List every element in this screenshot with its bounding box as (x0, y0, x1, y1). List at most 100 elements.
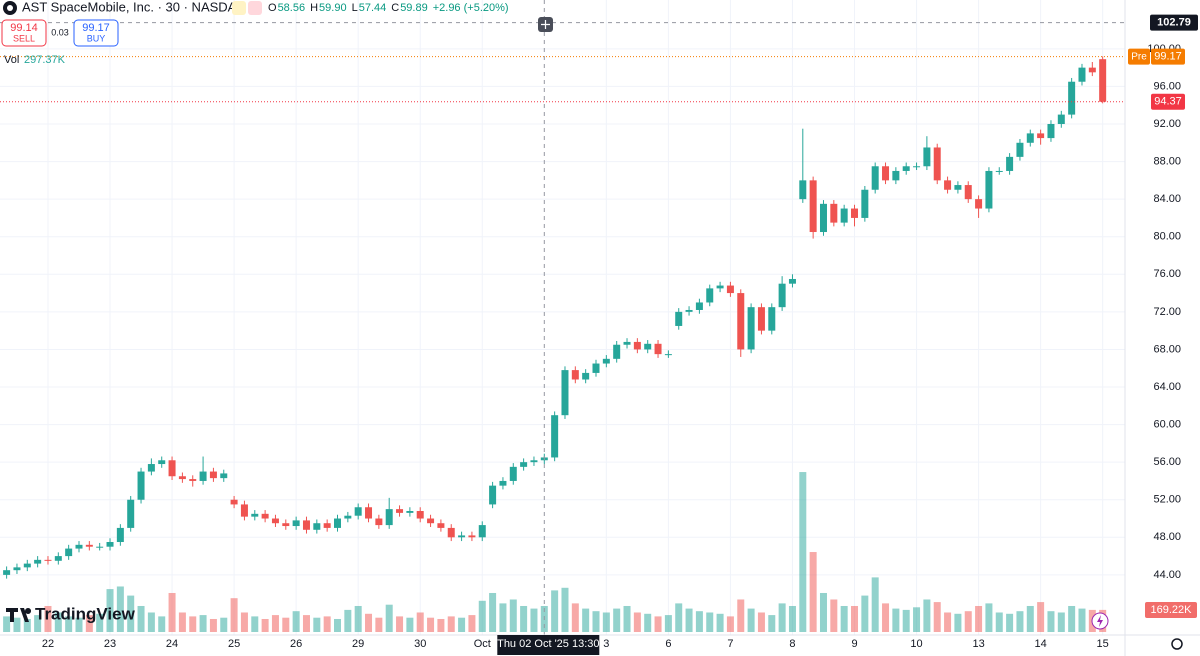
candle-body (809, 180, 817, 233)
candle-body (747, 307, 755, 350)
volume-bar (933, 602, 941, 632)
candle-body (644, 343, 652, 350)
sell-button[interactable] (1, 19, 47, 47)
volume-bar (1016, 611, 1024, 632)
ohlc-key: C (391, 2, 399, 14)
candle-body (54, 556, 62, 561)
x-tick-label: 9 (851, 638, 857, 650)
buy-label: BUY (87, 33, 106, 43)
candle-body (1068, 81, 1076, 115)
candle-body (189, 479, 197, 481)
candle-body (933, 147, 941, 181)
candle-body (799, 180, 807, 200)
crosshair-time-box (497, 635, 600, 655)
candle-body (664, 354, 672, 356)
candle-body (892, 170, 900, 181)
candle-body (1057, 114, 1065, 124)
ohlc-readout: O 58.56 H 59.90 L 57.44 C 59.89 +2.96 (+5.20%) (268, 2, 509, 14)
volume-bar (664, 615, 672, 632)
y-tick-label: 96.00 (1153, 80, 1181, 92)
candle-body (209, 471, 217, 479)
buy-button[interactable] (73, 19, 119, 47)
candle-body (365, 507, 373, 519)
candle-body (592, 363, 600, 373)
volume-bar (23, 618, 31, 632)
volume-bar (633, 612, 641, 632)
symbol-logo-inner (7, 5, 13, 11)
volume-bar (427, 617, 435, 632)
premarket-price: 99.17 (1154, 51, 1182, 63)
y-tick-label: 48.00 (1153, 531, 1181, 543)
y-tick-label: 44.00 (1153, 569, 1181, 581)
candle-body (427, 518, 435, 524)
volume-readout: 297.37K (24, 54, 66, 66)
candle-body (861, 189, 869, 218)
ohlc-key: H (310, 2, 318, 14)
x-tick-label: 26 (290, 638, 302, 650)
volume-bar (757, 612, 765, 632)
x-tick-label: 3 (603, 638, 609, 650)
volume-bar (623, 605, 631, 632)
candle-body (437, 523, 445, 528)
volume-bar (240, 612, 248, 632)
badge-status[interactable] (248, 1, 262, 15)
ohlc-key: O (268, 2, 277, 14)
x-tick-label: 15 (1097, 638, 1109, 650)
y-tick-label: 88.00 (1153, 155, 1181, 167)
ohlc-value: 59.89 (400, 2, 428, 14)
volume-bar (851, 605, 859, 632)
settings-button[interactable] (1171, 638, 1183, 650)
candle-body (282, 523, 290, 527)
branding-text: TradingView (35, 604, 136, 623)
candle-body (34, 559, 42, 564)
volume-bar (334, 618, 341, 632)
candle-body (106, 542, 114, 547)
y-tick-label: 92.00 (1153, 118, 1181, 130)
badge-sun[interactable] (232, 1, 246, 15)
candle-body (168, 460, 176, 477)
x-tick-label: 8 (789, 638, 795, 650)
candle-body (147, 464, 155, 472)
candle-body (975, 199, 983, 209)
candle-body (220, 473, 228, 479)
volume-bar (354, 605, 362, 632)
volume-bar (447, 616, 455, 632)
ohlc-key: L (352, 2, 358, 14)
volume-pane (3, 472, 1107, 632)
ohlc-value: 59.90 (319, 2, 347, 14)
volume-marker: 169.22K (1151, 604, 1193, 616)
candle-body (261, 513, 269, 519)
candle-body (902, 166, 910, 171)
x-tick-label: 24 (166, 638, 178, 650)
x-tick-label: Oct (474, 638, 491, 650)
candle-body (871, 166, 879, 190)
volume-bar (830, 599, 838, 632)
volume-bar (913, 607, 921, 632)
volume-bar (902, 609, 910, 632)
candle-body (85, 544, 93, 547)
sell-price: 99.14 (10, 22, 38, 34)
volume-bar (209, 618, 217, 632)
candle-body (396, 509, 404, 513)
volume-bar (1037, 602, 1045, 632)
candle-body (788, 278, 796, 284)
y-tick-label: 68.00 (1153, 343, 1181, 355)
candle-body (675, 311, 683, 326)
volume-bar (147, 612, 155, 632)
volume-bar (1057, 612, 1065, 632)
candle-body (695, 302, 703, 310)
volume-bar (137, 605, 145, 632)
volume-bar (892, 608, 900, 632)
candle-body (716, 285, 724, 289)
alert-icon (1097, 615, 1103, 627)
volume-bar (654, 616, 662, 632)
candle-body (447, 527, 455, 538)
candle-body (623, 341, 631, 345)
volume-marker-box (1145, 601, 1197, 618)
volume-bar (788, 605, 796, 632)
volume-bar (416, 612, 424, 632)
candles (3, 56, 1107, 579)
volume-bar (695, 611, 703, 632)
candle-body (489, 485, 497, 505)
